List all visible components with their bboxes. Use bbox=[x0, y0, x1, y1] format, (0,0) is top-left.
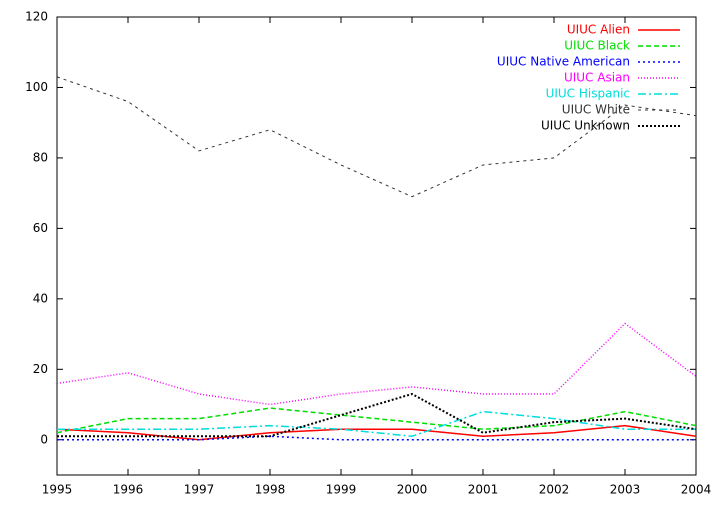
x-tick-label: 1997 bbox=[184, 483, 215, 497]
y-tick-label: 60 bbox=[33, 221, 48, 235]
x-tick-label: 2003 bbox=[610, 483, 641, 497]
x-tick-label: 2001 bbox=[468, 483, 499, 497]
y-tick-label: 80 bbox=[33, 150, 48, 164]
y-tick-label: 40 bbox=[33, 291, 48, 305]
legend-label: UIUC Native American bbox=[497, 55, 630, 69]
series-line bbox=[56, 424, 697, 441]
legend-label: UIUC Alien bbox=[567, 23, 630, 37]
legend-label: UIUC Unknown bbox=[541, 119, 630, 133]
plot-frame bbox=[56, 16, 697, 476]
legend-label: UIUC Hispanic bbox=[546, 87, 630, 101]
legend-label: UIUC Black bbox=[564, 39, 630, 53]
legend-label: UIUC White bbox=[562, 103, 630, 117]
series-line bbox=[57, 392, 697, 438]
y-tick-label: 20 bbox=[33, 362, 48, 376]
y-tick-label: 100 bbox=[25, 80, 48, 94]
x-tick-label: 1996 bbox=[113, 483, 144, 497]
y-tick-label: 120 bbox=[25, 10, 48, 24]
y-tick-label: 0 bbox=[40, 432, 48, 446]
x-tick-label: 2002 bbox=[539, 483, 570, 497]
legend-label: UIUC Asian bbox=[564, 71, 630, 85]
series-line bbox=[56, 407, 697, 434]
x-tick-label: 1995 bbox=[42, 483, 73, 497]
series-line bbox=[57, 435, 696, 441]
x-tick-label: 1998 bbox=[255, 483, 286, 497]
series-line bbox=[56, 322, 697, 406]
series-line bbox=[57, 410, 696, 438]
x-tick-label: 1999 bbox=[326, 483, 357, 497]
x-tick-label: 2000 bbox=[397, 483, 428, 497]
x-tick-label: 2004 bbox=[681, 483, 712, 497]
